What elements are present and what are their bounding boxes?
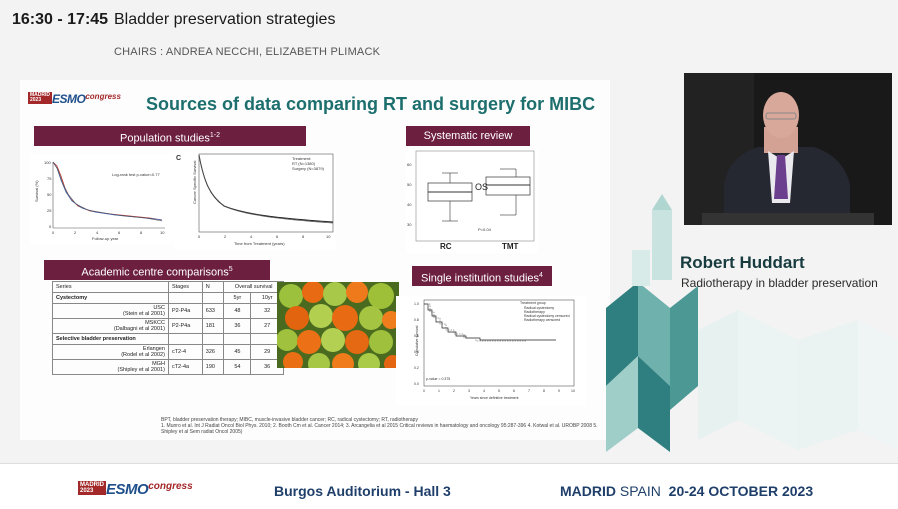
esmo-logo: MADRID 2023 ESMO congress bbox=[28, 92, 121, 106]
svg-text:Radical cystectomy censored: Radical cystectomy censored bbox=[524, 314, 570, 318]
svg-text:0.4: 0.4 bbox=[414, 350, 419, 354]
svg-text:Time from Treatment (years): Time from Treatment (years) bbox=[234, 241, 285, 246]
svg-text:5: 5 bbox=[498, 389, 500, 393]
svg-text:50: 50 bbox=[407, 182, 412, 187]
svg-text:0.6: 0.6 bbox=[414, 334, 419, 338]
session-chairs: CHAIRS : ANDREA NECCHI, ELIZABETH PLIMAC… bbox=[114, 46, 381, 58]
svg-text:10: 10 bbox=[326, 234, 331, 239]
svg-text:RC: RC bbox=[440, 242, 452, 251]
svg-text:Follow-up year: Follow-up year bbox=[92, 236, 119, 241]
session-time: 16:30 - 17:45 bbox=[12, 11, 109, 28]
academic-centre-label: Academic centre comparisons5 bbox=[44, 260, 270, 280]
svg-text:0: 0 bbox=[423, 389, 425, 393]
svg-text:4: 4 bbox=[483, 389, 485, 393]
svg-text:Years since definitive treatme: Years since definitive treatment bbox=[470, 396, 519, 400]
svg-text:0.0: 0.0 bbox=[414, 382, 419, 386]
speaker-role: Radiotherapy in bladder preservation bbox=[681, 276, 878, 290]
table-row: MSKCC (Dalbagni et al 2001) P2-P4a 181 36… bbox=[52, 318, 284, 334]
svg-text:2: 2 bbox=[224, 234, 227, 239]
footer-esmo-text: ESMO bbox=[106, 481, 149, 498]
speaker-video bbox=[684, 73, 892, 225]
svg-text:Radiotherapy censored: Radiotherapy censored bbox=[524, 318, 560, 322]
svg-text:8: 8 bbox=[543, 389, 545, 393]
svg-text:TMT: TMT bbox=[502, 242, 519, 251]
footer-esmo-logo: MADRID 2023 ESMO congress bbox=[78, 481, 193, 498]
svg-text:8: 8 bbox=[302, 234, 305, 239]
svg-text:75: 75 bbox=[47, 176, 52, 181]
svg-text:C: C bbox=[176, 155, 181, 162]
table-row: USC (Stein et al 2001) P2-P4a 633 48 32 bbox=[52, 303, 284, 319]
svg-text:6: 6 bbox=[513, 389, 515, 393]
population-studies-label: Population studies1-2 bbox=[34, 126, 306, 146]
venue-label: Burgos Auditorium - Hall 3 bbox=[274, 483, 451, 499]
svg-text:RT (N=1380): RT (N=1380) bbox=[292, 161, 316, 166]
single-institution-km-chart: Cumulative survival 1.0 0.8 0.6 0.4 0.2 … bbox=[396, 296, 586, 406]
apples-oranges-image bbox=[277, 282, 399, 368]
svg-text:4: 4 bbox=[96, 230, 99, 235]
city-dates-label: MADRID SPAIN 20-24 OCTOBER 2023 bbox=[560, 483, 814, 499]
svg-text:Survival (%): Survival (%) bbox=[34, 180, 39, 202]
svg-text:Surgery (N=3879): Surgery (N=3879) bbox=[292, 166, 325, 171]
boxplot-os-label: OS bbox=[475, 182, 488, 192]
svg-text:0.2: 0.2 bbox=[414, 366, 419, 370]
svg-text:0.8: 0.8 bbox=[414, 318, 419, 322]
svg-text:9: 9 bbox=[558, 389, 560, 393]
svg-text:4: 4 bbox=[250, 234, 253, 239]
single-institution-label: Single institution studies4 bbox=[412, 266, 552, 286]
svg-text:7: 7 bbox=[528, 389, 530, 393]
esmo-logo-suffix: congress bbox=[85, 92, 121, 101]
svg-text:8: 8 bbox=[140, 230, 143, 235]
svg-text:40: 40 bbox=[407, 202, 412, 207]
svg-text:30: 30 bbox=[407, 222, 412, 227]
svg-text:60: 60 bbox=[407, 162, 412, 167]
decorative-skyline bbox=[606, 194, 898, 452]
svg-text:6: 6 bbox=[276, 234, 279, 239]
esmo-logo-text: ESMO bbox=[52, 92, 86, 106]
esmo-logo-box: MADRID 2023 bbox=[28, 92, 52, 104]
svg-text:Treatment:: Treatment: bbox=[292, 156, 311, 161]
slide-title: Sources of data comparing RT and surgery… bbox=[146, 94, 596, 114]
svg-text:10: 10 bbox=[571, 389, 575, 393]
svg-text:0: 0 bbox=[52, 230, 55, 235]
svg-text:10: 10 bbox=[160, 230, 165, 235]
svg-text:Radiotherapy: Radiotherapy bbox=[524, 310, 545, 314]
svg-text:6: 6 bbox=[118, 230, 121, 235]
svg-text:P=0.04: P=0.04 bbox=[478, 227, 492, 232]
presentation-slide: MADRID 2023 ESMO congress Sources of data… bbox=[20, 80, 610, 440]
population-km-chart-1: Survival (%) 100 75 50 25 0 0 2 4 6 8 10… bbox=[30, 154, 174, 244]
footer-bar: MADRID 2023 ESMO congress Burgos Auditori… bbox=[0, 463, 898, 509]
academic-comparison-table: Series Stages N Overall survival Cystect… bbox=[52, 281, 284, 375]
svg-text:3: 3 bbox=[468, 389, 470, 393]
slide-footnote: BPT, bladder preservation therapy; MIBC,… bbox=[161, 417, 598, 435]
svg-text:25: 25 bbox=[47, 208, 52, 213]
footer-esmo-suffix: congress bbox=[148, 481, 193, 492]
systematic-review-label: Systematic review bbox=[406, 126, 530, 146]
session-title: Bladder preservation strategies bbox=[114, 11, 336, 28]
svg-text:Log-rank test p-value=0.77: Log-rank test p-value=0.77 bbox=[112, 172, 160, 177]
svg-text:1: 1 bbox=[438, 389, 440, 393]
svg-text:Treatment group: Treatment group bbox=[520, 301, 546, 305]
speaker-name: Robert Huddart bbox=[680, 253, 805, 272]
svg-text:Radical cystectomy: Radical cystectomy bbox=[524, 306, 554, 310]
svg-text:2: 2 bbox=[74, 230, 77, 235]
svg-text:0: 0 bbox=[198, 234, 201, 239]
svg-text:p-value = 0.375: p-value = 0.375 bbox=[426, 377, 450, 381]
footer-esmo-box: MADRID 2023 bbox=[78, 481, 106, 495]
svg-text:Cumulative survival: Cumulative survival bbox=[415, 325, 419, 356]
table-row: Erlangen (Rodel et al 2002) cT2-4 326 45 … bbox=[52, 344, 284, 360]
svg-text:Cancer Specific Survival: Cancer Specific Survival bbox=[192, 161, 197, 204]
svg-text:2: 2 bbox=[453, 389, 455, 393]
svg-text:1.0: 1.0 bbox=[414, 302, 419, 306]
systematic-review-boxplot: 60 50 40 30 OS P=0.04 RC TMT bbox=[406, 149, 538, 253]
svg-text:0: 0 bbox=[49, 224, 52, 229]
svg-text:100: 100 bbox=[44, 160, 51, 165]
svg-text:50: 50 bbox=[47, 192, 52, 197]
population-km-chart-2: C Cancer Specific Survival Treatment: RT… bbox=[174, 152, 336, 250]
table-row: MGH (Shipley et al 2001) cT2-4a 190 54 36 bbox=[52, 359, 284, 375]
